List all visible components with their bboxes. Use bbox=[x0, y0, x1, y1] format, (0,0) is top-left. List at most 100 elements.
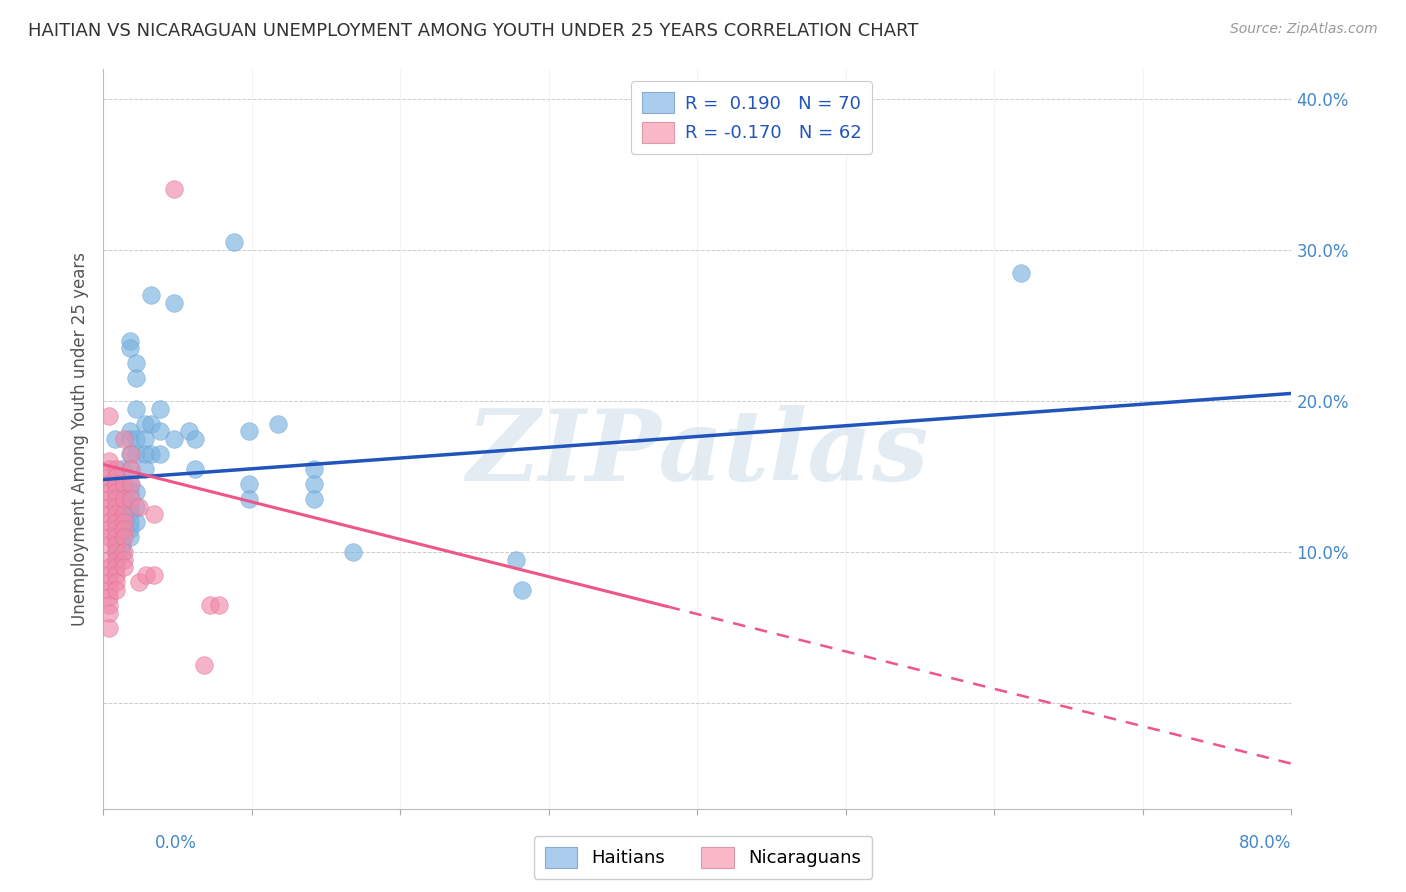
Point bbox=[120, 492, 142, 507]
Point bbox=[98, 500, 121, 514]
Point bbox=[163, 182, 186, 196]
Point bbox=[134, 447, 156, 461]
Point bbox=[105, 552, 128, 566]
Point bbox=[111, 515, 134, 529]
Text: ZIPatlas: ZIPatlas bbox=[467, 405, 928, 502]
Point bbox=[222, 235, 245, 250]
Point bbox=[179, 424, 201, 438]
Point bbox=[125, 371, 148, 385]
Point bbox=[105, 537, 128, 551]
Point bbox=[105, 530, 128, 544]
Point bbox=[112, 552, 135, 566]
Point bbox=[105, 484, 128, 499]
Point bbox=[111, 530, 134, 544]
Point bbox=[105, 560, 128, 574]
Point bbox=[267, 417, 290, 431]
Point bbox=[112, 508, 135, 522]
Text: HAITIAN VS NICARAGUAN UNEMPLOYMENT AMONG YOUTH UNDER 25 YEARS CORRELATION CHART: HAITIAN VS NICARAGUAN UNEMPLOYMENT AMONG… bbox=[28, 22, 918, 40]
Point bbox=[105, 575, 128, 590]
Point bbox=[111, 477, 134, 491]
Point bbox=[128, 500, 150, 514]
Point bbox=[104, 432, 127, 446]
Point bbox=[135, 567, 157, 582]
Point bbox=[302, 477, 325, 491]
Point bbox=[118, 462, 141, 476]
Point bbox=[112, 560, 135, 574]
Point bbox=[111, 545, 134, 559]
Point bbox=[105, 469, 128, 483]
Point bbox=[105, 508, 128, 522]
Point bbox=[118, 523, 141, 537]
Point bbox=[125, 432, 148, 446]
Point bbox=[118, 424, 141, 438]
Point bbox=[118, 447, 141, 461]
Point bbox=[105, 552, 128, 566]
Point bbox=[98, 552, 121, 566]
Point bbox=[98, 477, 121, 491]
Point bbox=[163, 432, 186, 446]
Point bbox=[238, 492, 260, 507]
Point bbox=[118, 341, 141, 355]
Point bbox=[302, 462, 325, 476]
Point bbox=[118, 484, 141, 499]
Point bbox=[193, 658, 215, 673]
Point bbox=[118, 477, 141, 491]
Point bbox=[111, 508, 134, 522]
Point bbox=[112, 432, 135, 446]
Point bbox=[98, 598, 121, 612]
Point bbox=[118, 515, 141, 529]
Legend: R =  0.190   N = 70, R = -0.170   N = 62: R = 0.190 N = 70, R = -0.170 N = 62 bbox=[631, 81, 873, 153]
Point bbox=[111, 523, 134, 537]
Point bbox=[342, 545, 364, 559]
Legend: Haitians, Nicaraguans: Haitians, Nicaraguans bbox=[534, 836, 872, 879]
Point bbox=[125, 356, 148, 370]
Point bbox=[98, 582, 121, 597]
Point bbox=[105, 492, 128, 507]
Point bbox=[98, 492, 121, 507]
Point bbox=[105, 462, 128, 476]
Point bbox=[105, 582, 128, 597]
Point bbox=[505, 552, 527, 566]
Point bbox=[198, 598, 221, 612]
Point bbox=[134, 462, 156, 476]
Point bbox=[112, 523, 135, 537]
Point bbox=[98, 409, 121, 423]
Point bbox=[120, 477, 142, 491]
Point bbox=[98, 454, 121, 468]
Point bbox=[98, 606, 121, 620]
Point bbox=[148, 424, 170, 438]
Point bbox=[105, 545, 128, 559]
Point bbox=[184, 462, 207, 476]
Point bbox=[112, 492, 135, 507]
Point bbox=[105, 545, 128, 559]
Y-axis label: Unemployment Among Youth under 25 years: Unemployment Among Youth under 25 years bbox=[72, 252, 89, 626]
Point bbox=[98, 560, 121, 574]
Point bbox=[128, 575, 150, 590]
Point bbox=[105, 515, 128, 529]
Point bbox=[125, 484, 148, 499]
Point bbox=[98, 484, 121, 499]
Point bbox=[105, 567, 128, 582]
Text: 0.0%: 0.0% bbox=[155, 834, 197, 852]
Point bbox=[125, 515, 148, 529]
Point bbox=[105, 523, 128, 537]
Point bbox=[112, 515, 135, 529]
Point bbox=[118, 334, 141, 348]
Point bbox=[105, 523, 128, 537]
Point bbox=[510, 582, 533, 597]
Point bbox=[105, 537, 128, 551]
Text: Source: ZipAtlas.com: Source: ZipAtlas.com bbox=[1230, 22, 1378, 37]
Point bbox=[125, 500, 148, 514]
Point bbox=[111, 500, 134, 514]
Point bbox=[98, 530, 121, 544]
Point bbox=[105, 515, 128, 529]
Point bbox=[98, 515, 121, 529]
Point bbox=[208, 598, 231, 612]
Point bbox=[112, 477, 135, 491]
Point bbox=[98, 591, 121, 605]
Point bbox=[148, 447, 170, 461]
Point bbox=[98, 523, 121, 537]
Point bbox=[98, 621, 121, 635]
Point bbox=[105, 477, 128, 491]
Point bbox=[139, 447, 162, 461]
